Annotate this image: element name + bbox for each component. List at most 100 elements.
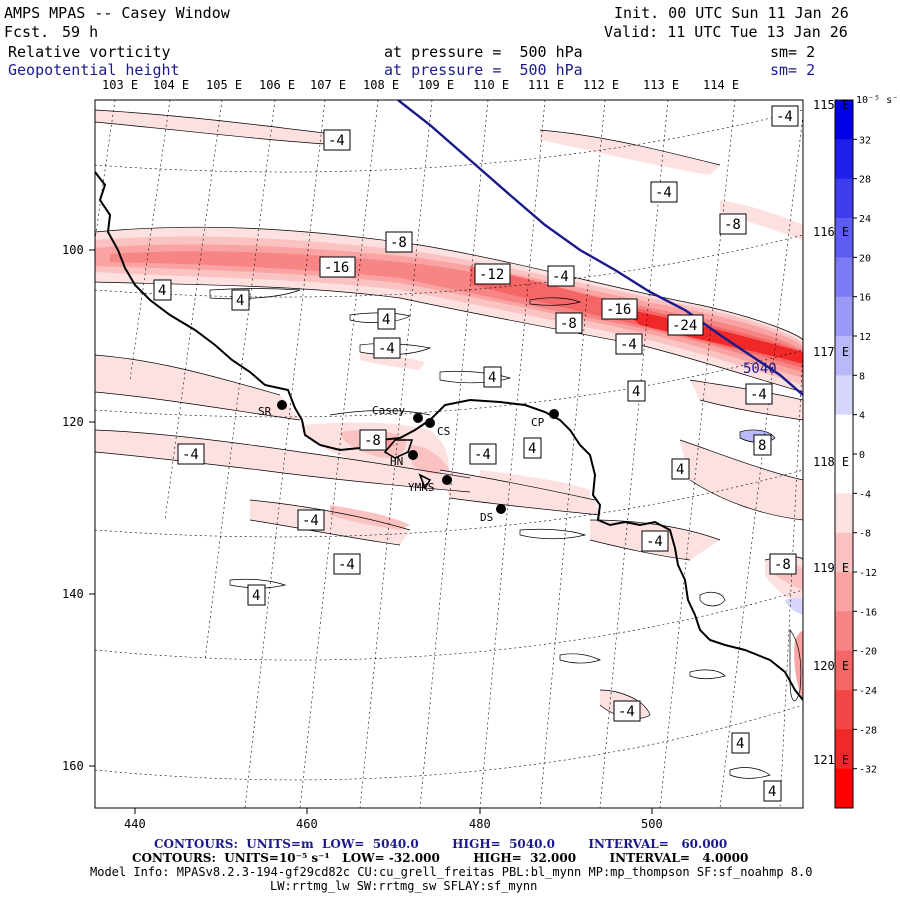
contour-label: -4 [750, 387, 767, 403]
colorbar-swatch [835, 257, 853, 298]
colorbar-level-label: 28 [859, 175, 871, 186]
contour-label-box [547, 265, 575, 287]
contour-label-box [469, 443, 497, 465]
contour-label: -4 [618, 704, 635, 720]
colorbar-swatch [835, 336, 853, 376]
footer-model-physics: LW:rrtmg_lw SW:rrtmg_sw SFLAY:sf_mynn [270, 879, 538, 893]
contour-label: -4 [620, 337, 637, 353]
contour-label: 4 [768, 784, 776, 800]
station-marker-casey [413, 413, 423, 423]
contour-label-box [323, 129, 351, 151]
contour-label-box [615, 333, 643, 355]
contour-labels: -4 -4 -4 -8 -8 -16 -12 -4 4 4 -8 -16 -24 4 -4 -4 4 4 -4 -8 -… [153, 105, 799, 802]
contour-label-box [373, 337, 401, 359]
contour-label: -8 [364, 433, 381, 449]
longitude-labels-right: 115 E 116 E 117 E 118 E 119 E 120 E 121 E [813, 98, 849, 767]
footer-contours-height: CONTOURS: UNITS=m LOW= 5040.0 HIGH= 5040… [154, 837, 728, 851]
field2-name: Geopotential height [8, 61, 180, 79]
field1-smoothing: sm= 2 [770, 43, 816, 61]
longitude-label-top: 111 E [528, 78, 564, 92]
stations-layer: SR Casey CS CP HN YMKS DS [258, 400, 559, 524]
contour-label: -8 [774, 557, 791, 573]
contour-label: -8 [560, 316, 577, 332]
vorticity-contours [95, 109, 803, 779]
longitude-label-top: 106 E [259, 78, 295, 92]
y-axis-tick-labels: 100 120 140 160 [62, 243, 84, 773]
vorticity-shading [95, 109, 803, 719]
longitude-label-right: 117 E [813, 345, 849, 359]
x-axis-tick-label: 460 [296, 817, 318, 831]
contour-label: -4 [302, 513, 319, 529]
init-time: Init. 00 UTC Sun 11 Jan 26 [614, 4, 849, 22]
colorbar-swatch [835, 218, 853, 258]
longitude-label-right: 119 E [813, 561, 849, 575]
contour-label: -4 [776, 109, 793, 125]
x-axis-tick-label: 500 [641, 817, 663, 831]
colorbar-level-label: -16 [859, 607, 877, 618]
colorbar-swatch [835, 178, 853, 219]
station-label-cp: CP [531, 416, 545, 429]
contour-label: -4 [328, 133, 345, 149]
contour-label-box [671, 458, 690, 480]
contour-label-box [377, 308, 396, 330]
colorbar-swatch [835, 611, 853, 652]
longitude-label-right: 120 E [813, 659, 849, 673]
colorbar-swatch [835, 493, 853, 534]
contour-label: -4 [655, 185, 672, 201]
contour-label-box [474, 263, 511, 285]
contour-label-box [319, 256, 356, 278]
colorbar-level-label: 32 [859, 135, 871, 146]
contour-label-box [333, 553, 361, 575]
longitude-label-top: 108 E [363, 78, 399, 92]
colorbar-swatch [835, 296, 853, 337]
contour-label: 4 [632, 384, 640, 400]
station-label-casey: Casey [372, 404, 405, 417]
field2-smoothing: sm= 2 [770, 61, 816, 79]
contour-label-box [771, 105, 799, 127]
contour-label-box [769, 553, 797, 575]
contour-label-box [731, 732, 750, 754]
longitude-label-top: 110 E [473, 78, 509, 92]
station-label-hn: HN [390, 455, 403, 468]
y-axis-tick-label: 160 [62, 759, 84, 773]
longitude-labels-top: 103 E 104 E 105 E 106 E 107 E 108 E 109 E 110 E… [102, 78, 739, 92]
colorbar-level-label: 12 [859, 332, 871, 343]
plot-frame [94, 99, 804, 809]
colorbar-swatch [835, 729, 853, 770]
colorbar: 32 28 24 20 16 12 8 4 0 -4 -8 -12 -16 -20 -24 -28 -32 [834, 99, 877, 809]
contour-label: 4 [252, 588, 260, 604]
longitude-label-top: 107 E [310, 78, 346, 92]
contour-label: 8 [758, 438, 766, 454]
contour-label: -8 [724, 217, 741, 233]
colorbar-swatch [835, 768, 853, 809]
colorbar-swatch [835, 690, 853, 730]
field1-name: Relative vorticity [8, 43, 171, 61]
colorbar-level-label: -20 [859, 647, 877, 658]
colorbar-swatch [835, 650, 853, 691]
colorbar-level-label: 4 [859, 411, 865, 422]
contour-label: 4 [158, 283, 166, 299]
colorbar-level-label: 8 [859, 371, 865, 382]
y-axis-tick-label: 100 [62, 243, 84, 257]
x-axis-tick-labels: 440 460 480 500 [124, 817, 663, 831]
contour-label-box [385, 231, 413, 253]
colorbar-level-label: -8 [859, 529, 871, 540]
contour-label: -4 [338, 557, 355, 573]
station-label-ds: DS [480, 511, 493, 524]
contour-label: 4 [382, 312, 390, 328]
contour-label: -16 [324, 260, 349, 276]
contour-label-box [231, 289, 250, 311]
longitude-label-right: 115 E [813, 98, 849, 112]
plot-title: AMPS MPAS -- Casey Window [4, 4, 230, 22]
contour-label-box [641, 530, 669, 552]
colorbar-swatch [835, 375, 853, 416]
colorbar-level-label: -28 [859, 725, 877, 736]
colorbar-swatch [835, 532, 853, 573]
forecast-hours: 59 h [62, 23, 99, 41]
contour-label: -24 [672, 318, 697, 334]
axis-ticks [89, 249, 653, 814]
contour-label-box [297, 509, 325, 531]
station-marker-ymks [442, 475, 452, 485]
colorbar-level-label: -24 [859, 686, 877, 697]
longitude-label-top: 114 E [703, 78, 739, 92]
